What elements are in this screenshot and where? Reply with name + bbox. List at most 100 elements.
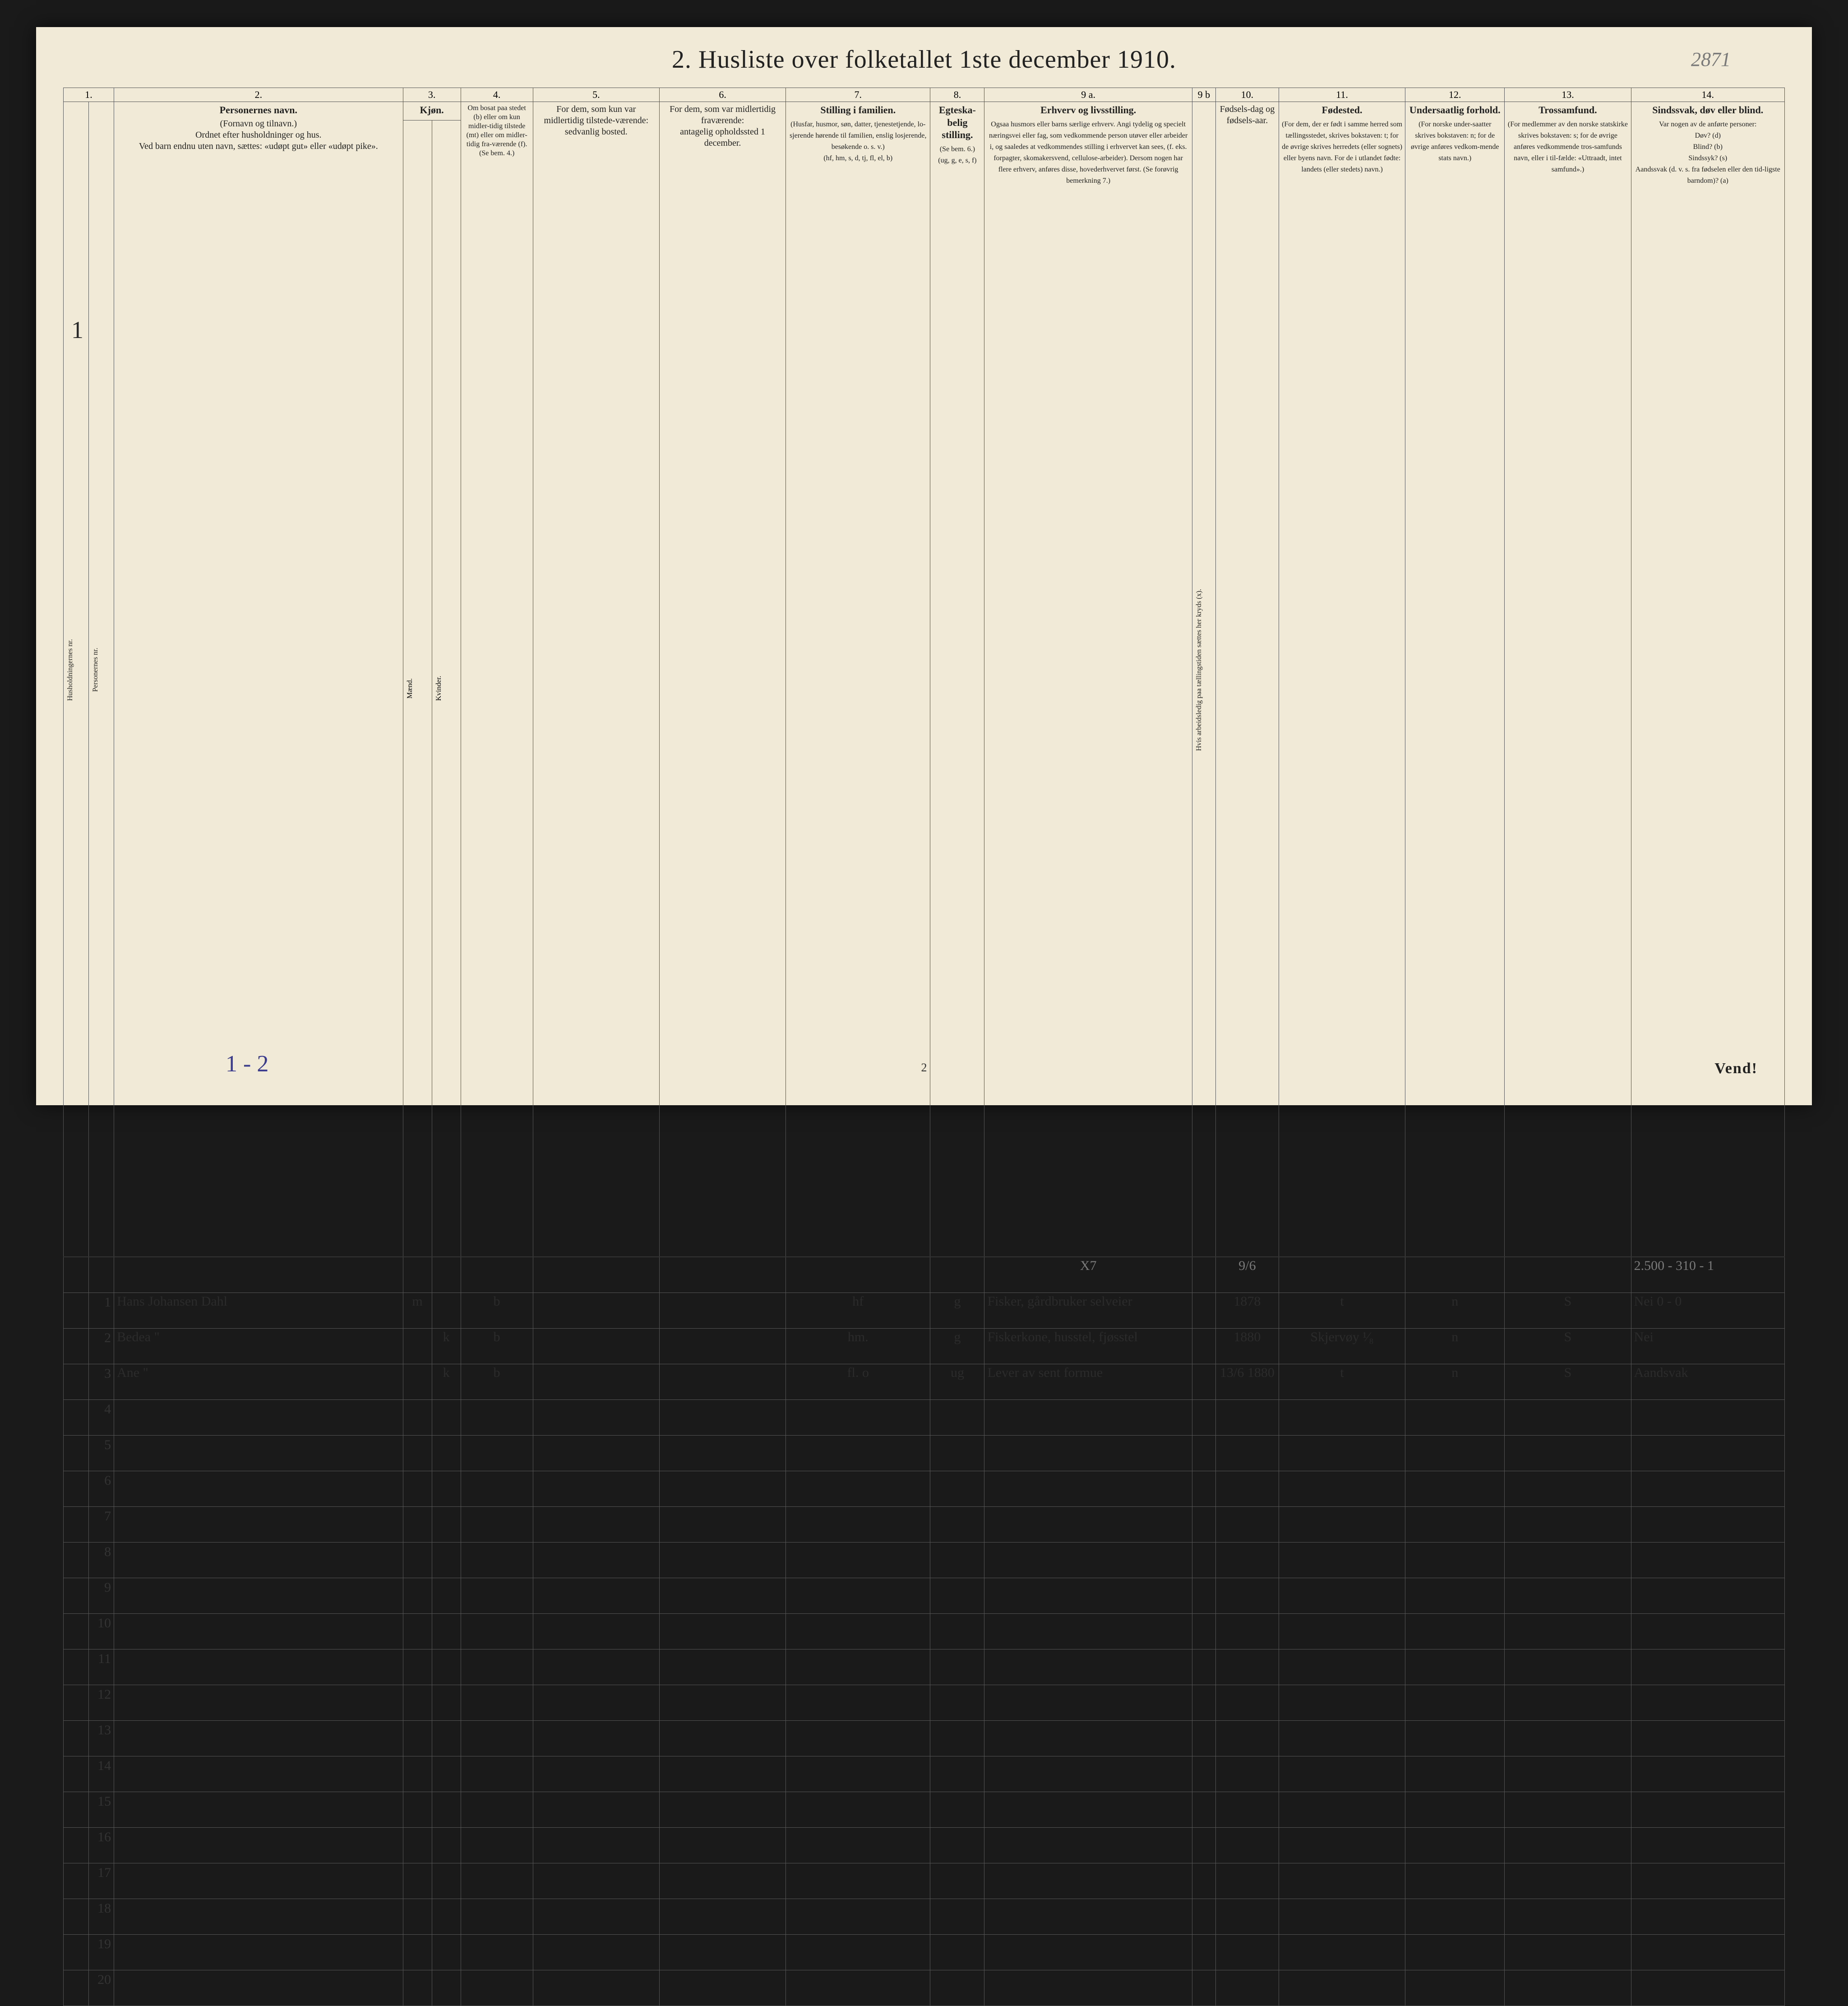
table-row-empty: 20 <box>64 1970 1785 2006</box>
empty-cell <box>114 1506 403 1542</box>
pencil-note-disability: 2.500 - 310 - 1 <box>1631 1257 1784 1293</box>
empty-cell <box>1279 1685 1405 1720</box>
empty-cell <box>1405 1542 1505 1578</box>
colnum-14: 14. <box>1631 88 1784 102</box>
empty-cell <box>984 1542 1192 1578</box>
corner-annotation: 2871 <box>1691 50 1731 69</box>
pencil-note-birthdate: 9/6 <box>1215 1257 1279 1293</box>
empty-cell <box>461 1578 533 1613</box>
empty-cell <box>659 1827 785 1863</box>
empty-cell <box>1279 1756 1405 1792</box>
empty-cell <box>403 1399 432 1435</box>
empty-cell <box>984 1756 1192 1792</box>
empty-cell <box>1631 1506 1784 1542</box>
empty-cell <box>1405 1613 1505 1649</box>
empty-cell <box>533 1471 659 1506</box>
hdr-birthplace-title: Fødested. <box>1282 104 1402 116</box>
empty-cell <box>1192 1542 1215 1578</box>
empty-cell <box>930 1863 984 1899</box>
empty-cell <box>114 1578 403 1613</box>
empty-cell <box>1505 1685 1631 1720</box>
empty-cell <box>1405 1863 1505 1899</box>
empty-cell <box>1505 1756 1631 1792</box>
empty-cell <box>1279 1899 1405 1934</box>
birthplace-cell: t <box>1279 1293 1405 1328</box>
hdr-unemployed: Hvis arbeidsledig paa tællingstiden sætt… <box>1192 102 1215 1257</box>
empty-cell <box>659 1399 785 1435</box>
empty-cell <box>1215 1399 1279 1435</box>
disability-cell: Aandsvak <box>1631 1364 1784 1399</box>
colnum-11: 11. <box>1279 88 1405 102</box>
family-position-cell: hm. <box>786 1328 930 1364</box>
empty-cell <box>403 1649 432 1685</box>
empty-cell <box>432 1863 461 1899</box>
hdr-marital-title: Egteska-belig stilling. <box>933 104 981 141</box>
empty-cell <box>1215 1578 1279 1613</box>
empty-cell <box>1192 1756 1215 1792</box>
empty-cell <box>1215 1649 1279 1685</box>
empty-cell <box>786 1399 930 1435</box>
name-cell: Ane " <box>114 1364 403 1399</box>
hdr-temp-absent: For dem, som var midlertidig fraværende:… <box>659 102 785 1257</box>
empty-cell <box>114 1720 403 1756</box>
hdr-birthdate: Fødsels-dag og fødsels-aar. <box>1215 102 1279 1257</box>
empty-cell <box>1405 1506 1505 1542</box>
empty-cell <box>432 1506 461 1542</box>
hdr-sex: Kjøn. <box>403 102 461 120</box>
empty-cell <box>1405 1720 1505 1756</box>
hdr-person-nr-label: Personernes nr. <box>92 104 100 1236</box>
empty-cell <box>1405 1471 1505 1506</box>
empty-cell <box>1279 1934 1405 1970</box>
empty-cell <box>1215 1506 1279 1542</box>
empty-cell <box>1505 1542 1631 1578</box>
empty-cell <box>1215 1899 1279 1934</box>
hdr-rel-title: Trossamfund. <box>1507 104 1628 116</box>
birthplace-cell: Skjervøy ¹⁄₈ <box>1279 1328 1405 1364</box>
empty-cell <box>1631 1685 1784 1720</box>
empty-cell <box>114 1435 403 1471</box>
empty-cell <box>984 1399 1192 1435</box>
household-nr-cell <box>64 1934 89 1970</box>
empty-cell <box>1505 1863 1631 1899</box>
empty-cell <box>930 1649 984 1685</box>
household-nr-cell <box>64 1364 89 1399</box>
table-row-empty: 17 <box>64 1863 1785 1899</box>
birthplace-cell: t <box>1279 1364 1405 1399</box>
empty-cell <box>1215 1435 1279 1471</box>
table-row-empty: 13 <box>64 1720 1785 1756</box>
sex-k-cell <box>432 1293 461 1328</box>
census-table: 1. 2. 3. 4. 5. 6. 7. 8. 9 a. 9 b 10. 11.… <box>63 88 1785 2006</box>
hdr-rel-body: (For medlemmer av den norske statskirke … <box>1508 120 1628 173</box>
empty-cell <box>786 1578 930 1613</box>
empty-cell <box>432 1792 461 1827</box>
empty-cell <box>403 1542 432 1578</box>
person-nr-cell: 5 <box>89 1435 114 1471</box>
empty-cell <box>1631 1827 1784 1863</box>
person-nr-cell: 13 <box>89 1720 114 1756</box>
empty-cell <box>930 1934 984 1970</box>
residence-cell: b <box>461 1293 533 1328</box>
person-nr-cell: 17 <box>89 1863 114 1899</box>
empty-cell <box>984 1720 1192 1756</box>
empty-cell <box>786 1827 930 1863</box>
empty-cell <box>930 1435 984 1471</box>
empty-cell <box>114 1899 403 1934</box>
empty-cell <box>533 1970 659 2006</box>
empty-cell <box>1405 1899 1505 1934</box>
hdr-family-position: Stilling i familien. (Husfar, husmor, sø… <box>786 102 930 1257</box>
empty-cell <box>1279 1506 1405 1542</box>
empty-cell <box>659 1863 785 1899</box>
colnum-8: 8. <box>930 88 984 102</box>
colnum-1: 1. <box>64 88 114 102</box>
disability-cell: Nei <box>1631 1328 1784 1364</box>
empty-cell <box>1215 1934 1279 1970</box>
table-row-empty: 12 <box>64 1685 1785 1720</box>
empty-cell <box>1279 1399 1405 1435</box>
residence-cell: b <box>461 1364 533 1399</box>
empty-cell <box>432 1934 461 1970</box>
empty-cell <box>114 1613 403 1649</box>
table-row-empty: 6 <box>64 1471 1785 1506</box>
empty-cell <box>659 1506 785 1542</box>
empty-cell <box>1405 1649 1505 1685</box>
table-row-empty: 7 <box>64 1506 1785 1542</box>
